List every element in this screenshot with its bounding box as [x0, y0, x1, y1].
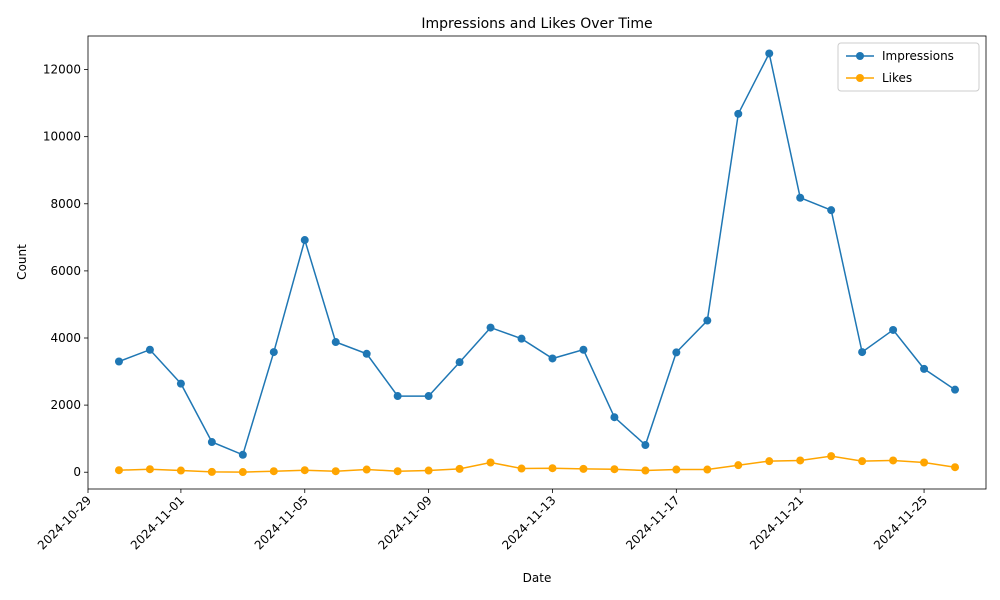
data-point-impressions	[486, 323, 495, 332]
data-point-likes	[238, 468, 247, 477]
data-point-likes	[145, 465, 154, 474]
legend-marker-impressions	[856, 52, 864, 60]
data-point-likes	[114, 466, 123, 475]
x-tick-label: 2024-10-29	[35, 493, 94, 552]
data-point-impressions	[548, 354, 557, 363]
data-point-likes	[455, 464, 464, 473]
data-point-likes	[703, 465, 712, 474]
data-point-impressions	[300, 236, 309, 245]
data-point-likes	[424, 466, 433, 475]
data-point-impressions	[672, 348, 681, 357]
data-point-impressions	[393, 392, 402, 401]
data-point-likes	[951, 463, 960, 472]
y-tick-label: 2000	[50, 398, 81, 412]
legend-label-impressions: Impressions	[882, 49, 954, 63]
data-point-impressions	[579, 345, 588, 354]
x-tick-label: 2024-11-01	[128, 493, 187, 552]
data-point-impressions	[424, 392, 433, 401]
data-point-impressions	[331, 338, 340, 347]
y-axis: 0 2000 4000 6000 8000 10000 12000	[43, 63, 88, 479]
data-point-likes	[858, 457, 867, 466]
data-point-likes	[517, 464, 526, 473]
data-point-impressions	[765, 49, 774, 58]
data-point-impressions	[455, 358, 464, 367]
data-point-likes	[207, 467, 216, 476]
data-point-likes	[610, 465, 619, 474]
legend-item-impressions: Impressions	[846, 49, 954, 63]
legend-label-likes: Likes	[882, 71, 912, 85]
data-point-likes	[641, 466, 650, 475]
series-line-impressions	[118, 51, 956, 456]
data-point-likes	[827, 452, 836, 461]
data-point-impressions	[796, 193, 805, 202]
data-point-impressions	[734, 109, 743, 118]
legend-box	[837, 42, 980, 92]
y-tick-label: 12000	[43, 63, 81, 77]
x-tick-label: 2024-11-17	[623, 493, 682, 552]
plot-area	[87, 35, 987, 490]
data-point-impressions	[176, 379, 185, 388]
data-point-likes	[765, 457, 774, 466]
series-layer	[114, 49, 960, 477]
data-point-impressions	[858, 348, 867, 357]
data-point-impressions	[703, 316, 712, 325]
x-tick-label: 2024-11-25	[871, 493, 930, 552]
legend: Impressions Likes	[837, 42, 980, 92]
data-point-impressions	[920, 364, 929, 373]
chart-title: Impressions and Likes Over Time	[421, 16, 652, 32]
y-tick-label: 8000	[50, 197, 81, 211]
data-point-likes	[796, 456, 805, 465]
data-point-likes	[269, 467, 278, 476]
data-point-likes	[889, 456, 898, 465]
data-point-likes	[579, 464, 588, 473]
y-tick-label: 4000	[50, 331, 81, 345]
x-tick-label: 2024-11-21	[747, 493, 806, 552]
data-point-likes	[393, 467, 402, 476]
data-point-likes	[331, 467, 340, 476]
y-axis-label: Count	[15, 244, 29, 280]
x-tick-label: 2024-11-05	[252, 493, 311, 552]
y-tick-label: 6000	[50, 264, 81, 278]
data-point-impressions	[269, 348, 278, 357]
x-axis: 2024-10-29 2024-11-01 2024-11-05 2024-11-09…	[35, 489, 930, 552]
data-point-likes	[362, 465, 371, 474]
y-tick-label: 10000	[43, 130, 81, 144]
data-point-impressions	[951, 385, 960, 394]
data-point-likes	[176, 466, 185, 475]
x-tick-label: 2024-11-09	[376, 493, 435, 552]
data-point-likes	[548, 464, 557, 473]
data-point-likes	[486, 458, 495, 467]
data-point-impressions	[517, 334, 526, 343]
data-point-impressions	[610, 413, 619, 422]
data-point-impressions	[114, 357, 123, 366]
legend-item-likes: Likes	[846, 71, 912, 85]
data-point-likes	[672, 465, 681, 474]
data-point-impressions	[145, 345, 154, 354]
data-point-impressions	[362, 349, 371, 358]
x-axis-label: Date	[523, 571, 552, 585]
data-point-likes	[920, 458, 929, 467]
data-point-impressions	[641, 441, 650, 450]
legend-marker-likes	[856, 74, 864, 82]
data-point-impressions	[889, 325, 898, 334]
y-tick-label: 0	[73, 465, 81, 479]
series-line-likes	[118, 455, 956, 473]
data-point-impressions	[827, 206, 836, 215]
data-point-impressions	[238, 450, 247, 459]
data-point-likes	[734, 461, 743, 470]
x-tick-label: 2024-11-13	[499, 493, 558, 552]
data-point-likes	[300, 466, 309, 475]
data-point-impressions	[207, 438, 216, 447]
